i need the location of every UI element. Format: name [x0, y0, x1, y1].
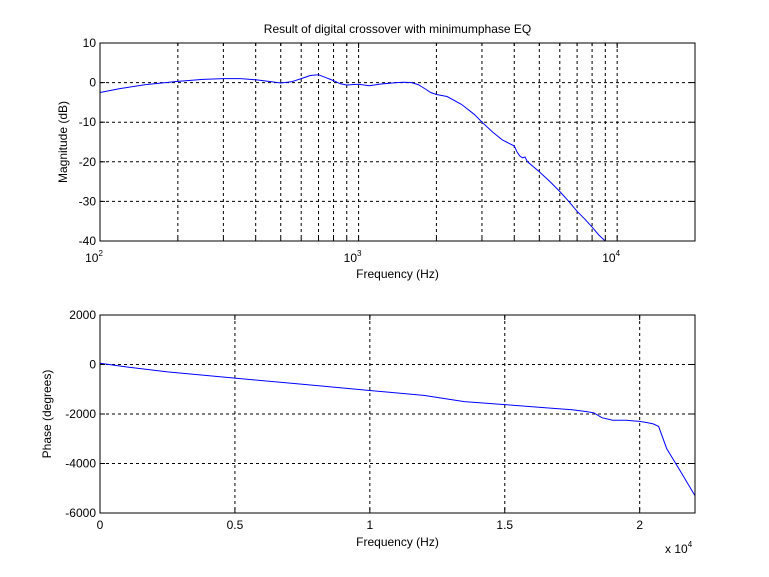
magnitude-y-tick-label: -20: [79, 155, 97, 169]
phase-x-multiplier: x 104: [665, 540, 693, 556]
phase-y-tick-label: -4000: [65, 457, 96, 471]
phase-series: [99, 362, 696, 496]
phase-x-multiplier-exp: 4: [688, 540, 693, 549]
chart-title: Result of digital crossover with minimum…: [264, 22, 531, 36]
magnitude-y-tick-label: -30: [79, 194, 97, 208]
magnitude-x-tick-labels: 102 103 104: [85, 249, 621, 265]
phase-x-tick-label: 1.5: [496, 518, 513, 532]
phase-x-multiplier-base: x 10: [665, 542, 688, 556]
phase-y-tick-label: -6000: [65, 506, 96, 520]
magnitude-ticks: [100, 42, 695, 242]
phase-y-tick-label: 2000: [69, 308, 96, 322]
phase-x-tick-label: 2: [636, 518, 643, 532]
magnitude-y-tick-label: 10: [83, 36, 97, 50]
magnitude-x-tick-label: 104: [602, 249, 620, 265]
magnitude-grid: [100, 43, 695, 241]
phase-y-tick-labels: 2000 0 -2000 -4000 -6000: [65, 308, 96, 520]
phase-series-line: [99, 362, 696, 496]
phase-y-axis-label: Phase (degrees): [40, 370, 54, 459]
magnitude-series: [99, 74, 606, 242]
magnitude-y-tick-label: 0: [89, 76, 96, 90]
phase-y-tick-label: 0: [89, 358, 96, 372]
magnitude-x-axis-label: Frequency (Hz): [356, 267, 439, 281]
phase-x-tick-label: 0: [97, 518, 104, 532]
magnitude-y-axis-label: Magnitude (dB): [56, 101, 70, 183]
phase-x-tick-label: 1: [366, 518, 373, 532]
magnitude-axes-box: [99, 42, 696, 242]
magnitude-y-tick-label: -40: [79, 234, 97, 248]
phase-x-tick-labels: 0 0.5 1 1.5 2: [97, 518, 644, 532]
phase-x-tick-label: 0.5: [227, 518, 244, 532]
magnitude-series-line: [99, 74, 606, 242]
magnitude-y-tick-labels: 10 0 -10 -20 -30 -40: [79, 36, 97, 248]
phase-ticks: [99, 314, 695, 514]
phase-plot: 2000 0 -2000 -4000 -6000 0 0.5 1 1.5 2 Frequency…: [40, 308, 696, 556]
magnitude-plot-area: [100, 43, 695, 241]
magnitude-x-tick-label: 102: [85, 249, 103, 265]
phase-y-tick-label: -2000: [65, 407, 96, 421]
magnitude-x-tick-label: 103: [344, 249, 362, 265]
magnitude-y-tick-label: -10: [79, 115, 97, 129]
phase-x-axis-label: Frequency (Hz): [356, 535, 439, 549]
phase-grid: [100, 315, 695, 513]
magnitude-plot: Result of digital crossover with minimum…: [56, 22, 696, 281]
